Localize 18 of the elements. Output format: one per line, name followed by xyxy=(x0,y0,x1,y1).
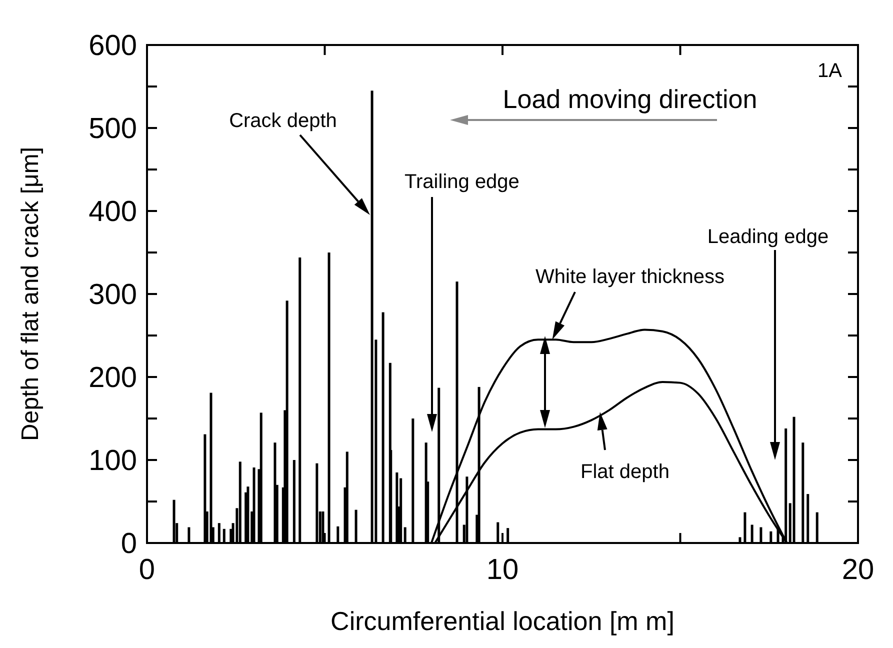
y-tick-label: 0 xyxy=(120,528,137,560)
y-tick-label: 400 xyxy=(88,196,137,228)
y-tick-label: 600 xyxy=(88,30,137,62)
y-axis-title: Depth of flat and crack [μm] xyxy=(17,147,44,441)
y-tick-label: 300 xyxy=(88,279,137,311)
annotation: Crack depth xyxy=(229,110,337,132)
x-axis-title: Circumferential location [m m] xyxy=(330,606,674,636)
y-tick-label: 200 xyxy=(88,362,137,394)
x-tick-label: 10 xyxy=(486,554,519,586)
annotation: Leading edge xyxy=(707,226,829,248)
y-tick-label: 500 xyxy=(88,113,137,145)
annotation: Flat depth xyxy=(580,461,670,483)
y-tick-label: 100 xyxy=(88,445,137,477)
x-tick-label: 20 xyxy=(842,554,874,586)
annotation: Load moving direction xyxy=(502,84,758,114)
annotation: 1A xyxy=(818,60,843,82)
annotation: Trailing edge xyxy=(404,171,520,193)
annotation: White layer thickness xyxy=(536,266,724,288)
